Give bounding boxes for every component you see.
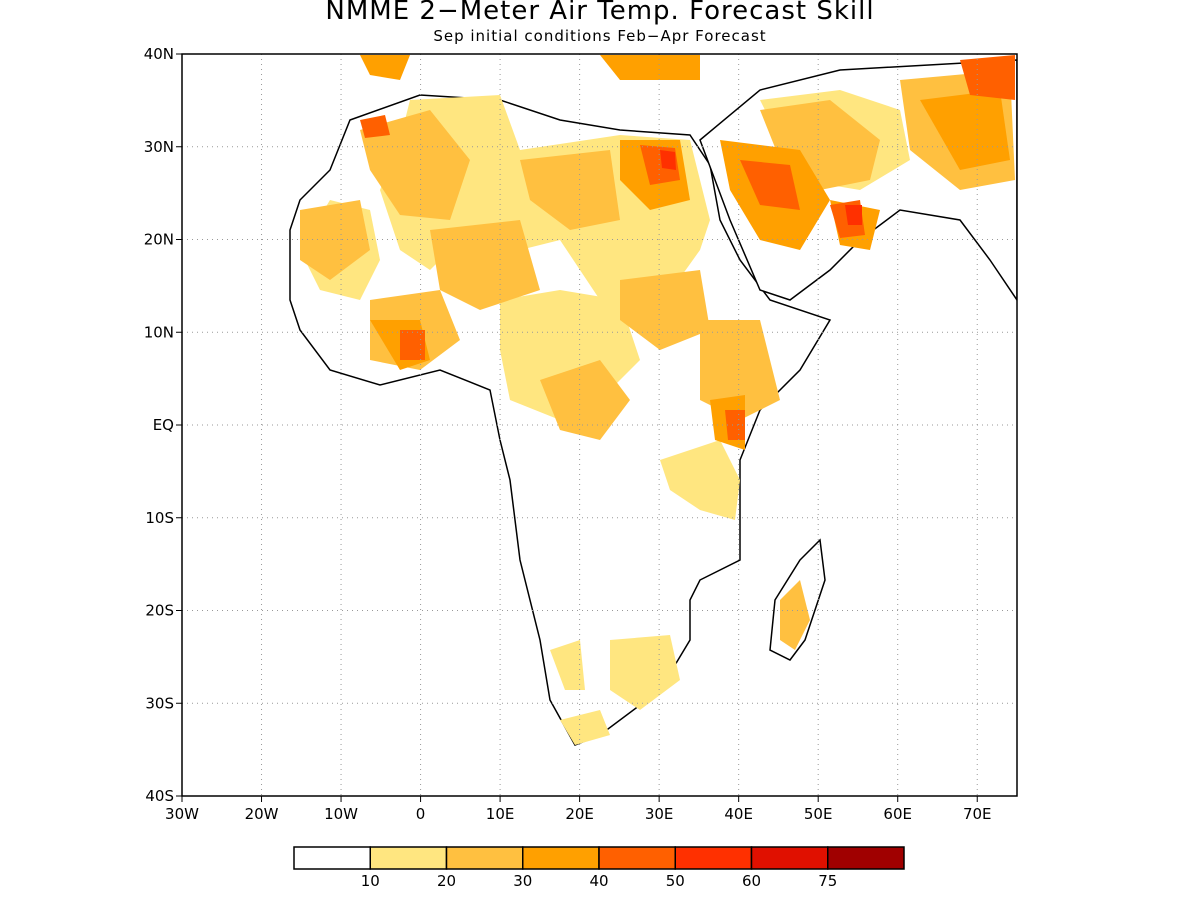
y-tick-label: 40S <box>145 787 174 805</box>
colorbar-label: 10 <box>361 872 380 890</box>
gridlines <box>182 54 1017 796</box>
colorbar-label: 75 <box>818 872 837 890</box>
colorbar-swatch <box>293 846 371 870</box>
y-tick-label: 10N <box>144 323 174 341</box>
y-tick-label: 30S <box>145 694 174 712</box>
y-tick-label: 20S <box>145 602 174 620</box>
y-tick-label: 40N <box>144 45 174 63</box>
x-tick-label: 0 <box>416 805 426 823</box>
colorbar-swatch <box>369 846 448 870</box>
x-tick-label: 50E <box>804 805 833 823</box>
x-tick-label: 40E <box>724 805 753 823</box>
colorbar-swatch <box>598 846 676 870</box>
colorbar-label: 20 <box>437 872 456 890</box>
x-tick-label: 30E <box>645 805 674 823</box>
colorbar-legend: 10 20 30 40 50 60 75 <box>293 846 905 890</box>
x-tick-label: 10E <box>486 805 515 823</box>
x-tick-label: 20W <box>245 805 279 823</box>
y-tick-label: 20N <box>144 231 174 249</box>
x-tick-label: 10W <box>324 805 358 823</box>
colorbar-label: 30 <box>513 872 532 890</box>
colorbar-swatch <box>445 846 524 870</box>
map-subtitle: Sep initial conditions Feb−Apr Forecast <box>433 27 767 45</box>
skill-field <box>289 55 1017 746</box>
colorbar-label: 50 <box>666 872 685 890</box>
x-tick-label: 20E <box>565 805 594 823</box>
x-tick-label: 70E <box>963 805 992 823</box>
map-title: NMME 2−Meter Air Temp. Forecast Skill <box>325 0 875 26</box>
colorbar-swatch <box>674 846 753 870</box>
colorbar-label: 40 <box>589 872 608 890</box>
colorbar-label: 60 <box>742 872 761 890</box>
y-tick-label: EQ <box>153 416 174 434</box>
x-tick-label: 60E <box>883 805 912 823</box>
axis-ticks: 30W 20W 10W 0 10E 20E 30E 40E 50E 60E 70E 40N 30N 20N… <box>144 45 992 823</box>
x-tick-label: 30W <box>165 805 199 823</box>
y-tick-label: 10S <box>145 509 174 527</box>
colorbar-swatch <box>750 846 829 870</box>
colorbar-swatch <box>522 846 600 870</box>
y-tick-label: 30N <box>144 138 174 156</box>
colorbar-swatch <box>827 846 905 870</box>
